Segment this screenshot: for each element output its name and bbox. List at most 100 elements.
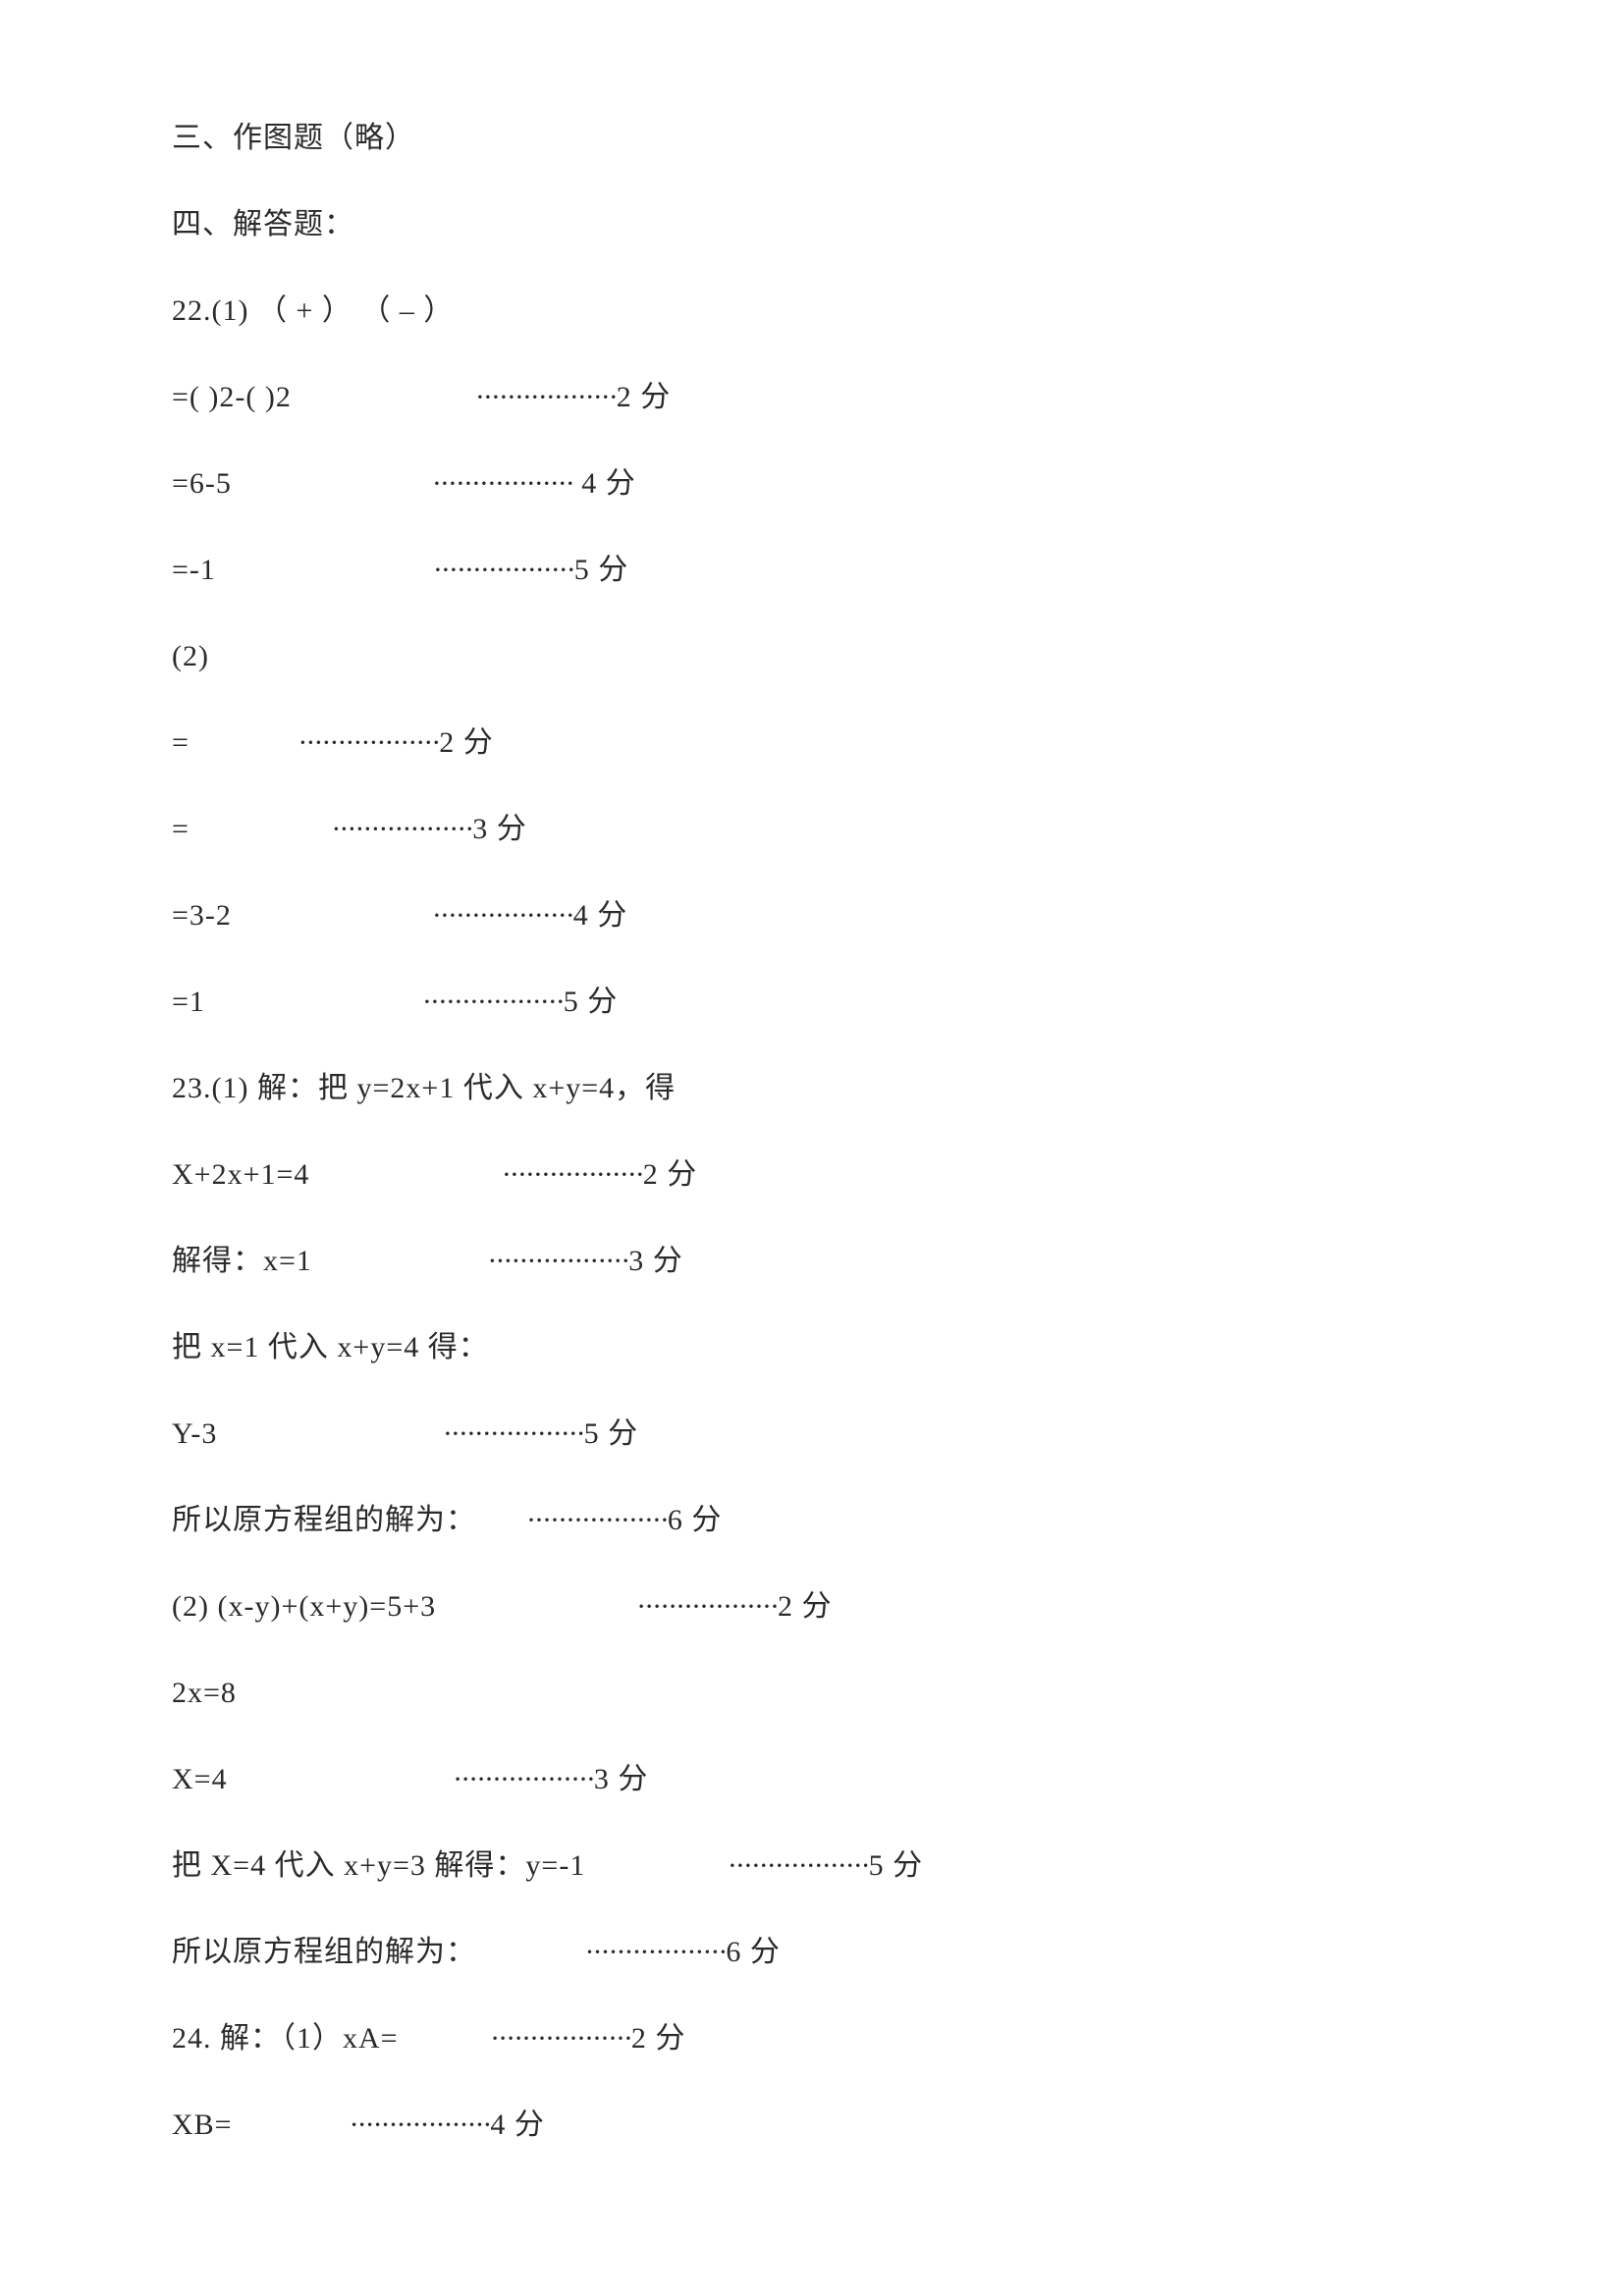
- line-left: =-1: [172, 554, 216, 586]
- leader-dots: ··················: [636, 1590, 778, 1623]
- line-text: 把 x=1 代入 x+y=4 得：: [172, 1331, 489, 1363]
- text-line: 把 X=4 代入 x+y=3 解得：y=-1 ·················…: [172, 1845, 1452, 1887]
- line-left: =( )2-( )2: [172, 381, 292, 413]
- leader-dots: ··················: [453, 1763, 594, 1795]
- leader-dots: ··················: [433, 554, 574, 586]
- text-line: =( )2-( )2 ··················2 分: [172, 377, 1452, 418]
- line-text: 22.(1) （ + ） （ – ）: [172, 294, 454, 327]
- line-gap: [476, 1936, 585, 1968]
- score-label: 5 分: [869, 1849, 924, 1882]
- line-gap: [585, 1849, 728, 1882]
- line-gap: [309, 1158, 502, 1191]
- line-gap: [292, 381, 475, 413]
- line-gap: [189, 726, 298, 759]
- leader-dots: ··················: [526, 1504, 668, 1536]
- line-left: =: [172, 726, 189, 759]
- score-label: 6 分: [668, 1504, 723, 1536]
- text-line: 23.(1) 解：把 y=2x+1 代入 x+y=4，得: [172, 1068, 1452, 1109]
- score-label: 4 分: [490, 2109, 545, 2141]
- line-left: 解得：x=1: [172, 1245, 312, 1277]
- text-line: =6-5 ·················· 4 分: [172, 463, 1452, 505]
- score-label: 2 分: [643, 1158, 698, 1191]
- document-body: 三、作图题（略） 四、解答题： 22.(1) （ + ） （ – ） =( )2-( …: [172, 118, 1452, 2146]
- leader-dots: ··················: [331, 813, 472, 845]
- line-gap: [228, 1763, 454, 1795]
- score-label: 5 分: [584, 1417, 639, 1450]
- text-line: =1 ··················5 分: [172, 982, 1452, 1023]
- text-line: X=4 ··················3 分: [172, 1759, 1452, 1800]
- line-left: XB=: [172, 2109, 233, 2141]
- leader-dots: ··················: [585, 1936, 727, 1968]
- text-line: (2) (x-y)+(x+y)=5+3 ··················2 …: [172, 1586, 1452, 1628]
- score-label: 4 分: [573, 899, 628, 932]
- text-line: 所以原方程组的解为： ··················6 分: [172, 1500, 1452, 1541]
- score-label: 5 分: [564, 986, 619, 1018]
- line-gap: [476, 1504, 526, 1536]
- text-line: = ··················2 分: [172, 722, 1452, 764]
- score-label: 4 分: [573, 467, 636, 500]
- score-label: 5 分: [574, 554, 629, 586]
- text-line: =3-2 ··················4 分: [172, 895, 1452, 936]
- line-text: 2x=8: [172, 1677, 237, 1709]
- leader-dots: ··················: [490, 2022, 631, 2055]
- leader-dots: ··················: [432, 467, 573, 500]
- line-left: =: [172, 813, 189, 845]
- line-gap: [232, 899, 432, 932]
- text-line: =-1 ··················5 分: [172, 550, 1452, 591]
- text-line: 24. 解：（1）xA= ··················2 分: [172, 2018, 1452, 2059]
- leader-dots: ··················: [350, 2109, 491, 2141]
- text-line: (2): [172, 636, 1452, 677]
- text-line: 解得：x=1 ··················3 分: [172, 1241, 1452, 1282]
- line-left: (2) (x-y)+(x+y)=5+3: [172, 1590, 436, 1623]
- text-line: XB= ··················4 分: [172, 2105, 1452, 2146]
- line-left: 24. 解：（1）xA=: [172, 2022, 399, 2055]
- line-text: 四、解答题：: [172, 208, 354, 240]
- line-text: 三、作图题（略）: [172, 122, 415, 154]
- line-gap: [205, 986, 422, 1018]
- line-text: (2): [172, 640, 209, 672]
- document-page: 三、作图题（略） 四、解答题： 22.(1) （ + ） （ – ） =( )2-( …: [0, 0, 1624, 2146]
- leader-dots: ··················: [728, 1849, 869, 1882]
- leader-dots: ··················: [475, 381, 617, 413]
- line-left: =6-5: [172, 467, 232, 500]
- line-left: X+2x+1=4: [172, 1158, 309, 1191]
- leader-dots: ··················: [298, 726, 439, 759]
- line-left: =1: [172, 986, 205, 1018]
- score-label: 2 分: [631, 2022, 686, 2055]
- leader-dots: ··················: [502, 1158, 643, 1191]
- leader-dots: ··················: [422, 986, 564, 1018]
- text-line: 22.(1) （ + ） （ – ）: [172, 291, 1452, 332]
- leader-dots: ··················: [432, 899, 573, 932]
- leader-dots: ··················: [487, 1245, 628, 1277]
- line-left: 把 X=4 代入 x+y=3 解得：y=-1: [172, 1849, 585, 1882]
- line-left: Y-3: [172, 1417, 217, 1450]
- line-gap: [216, 554, 433, 586]
- line-gap: [399, 2022, 491, 2055]
- text-line: 所以原方程组的解为： ··················6 分: [172, 1932, 1452, 1973]
- text-line: X+2x+1=4 ··················2 分: [172, 1154, 1452, 1196]
- line-gap: [312, 1245, 488, 1277]
- line-text: 23.(1) 解：把 y=2x+1 代入 x+y=4，得: [172, 1072, 676, 1104]
- line-gap: [189, 813, 332, 845]
- score-label: 3 分: [594, 1763, 649, 1795]
- score-label: 6 分: [726, 1936, 781, 1968]
- line-gap: [232, 467, 432, 500]
- text-line: Y-3 ··················5 分: [172, 1414, 1452, 1455]
- text-line: 三、作图题（略）: [172, 118, 1452, 159]
- score-label: 2 分: [617, 381, 672, 413]
- score-label: 2 分: [778, 1590, 833, 1623]
- line-left: =3-2: [172, 899, 232, 932]
- line-gap: [436, 1590, 636, 1623]
- line-gap: [217, 1417, 443, 1450]
- score-label: 3 分: [628, 1245, 683, 1277]
- text-line: = ··················3 分: [172, 809, 1452, 850]
- line-left: X=4: [172, 1763, 228, 1795]
- line-left: 所以原方程组的解为：: [172, 1504, 476, 1536]
- score-label: 3 分: [472, 813, 527, 845]
- text-line: 2x=8: [172, 1673, 1452, 1714]
- score-label: 2 分: [439, 726, 494, 759]
- leader-dots: ··················: [443, 1417, 584, 1450]
- line-left: 所以原方程组的解为：: [172, 1936, 476, 1968]
- text-line: 四、解答题：: [172, 204, 1452, 245]
- line-gap: [233, 2109, 350, 2141]
